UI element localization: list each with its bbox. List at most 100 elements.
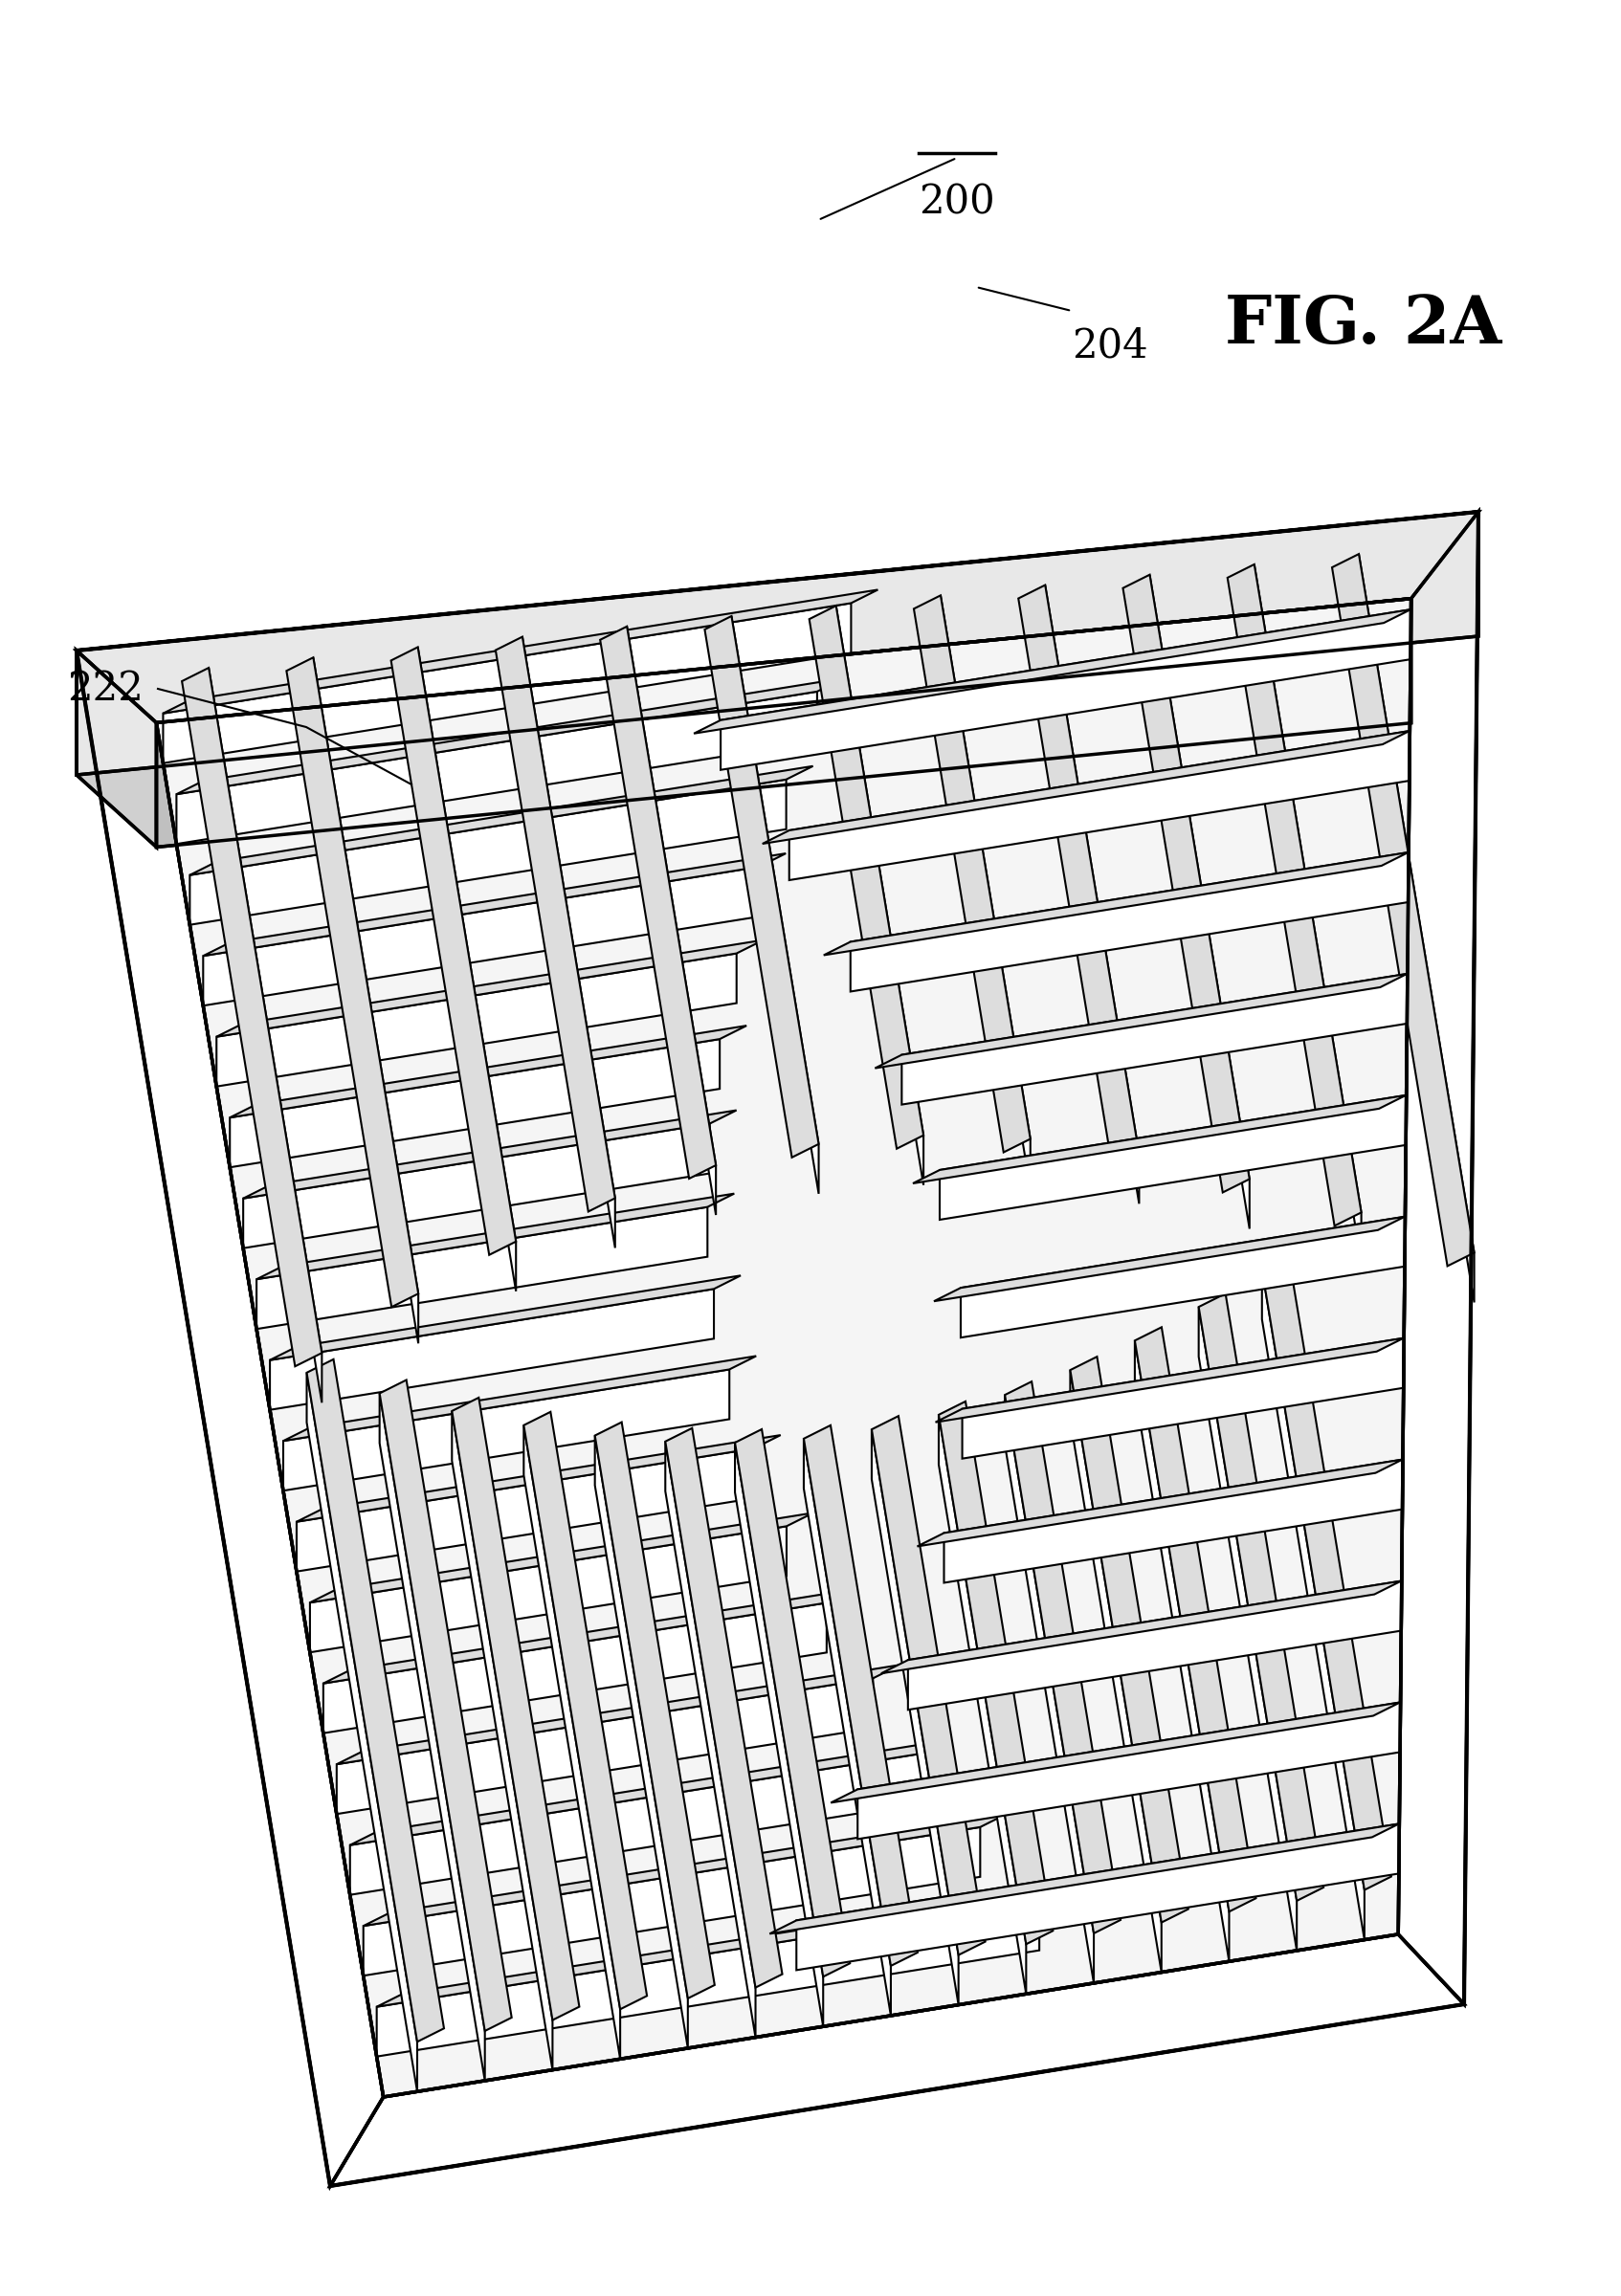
Text: 204: 204 [1071,326,1148,365]
Text: 200: 200 [919,181,995,223]
Polygon shape [823,852,1409,955]
Polygon shape [943,1460,1402,1582]
Polygon shape [379,1394,485,2080]
Polygon shape [76,650,157,847]
Polygon shape [665,1442,755,2037]
Polygon shape [913,1095,1405,1182]
Polygon shape [804,1440,892,2016]
Polygon shape [164,590,879,714]
Polygon shape [323,1603,827,1733]
Polygon shape [182,668,323,1366]
Polygon shape [230,1026,747,1118]
Polygon shape [323,1589,853,1683]
Text: FIG. 2A: FIG. 2A [1225,294,1501,358]
Polygon shape [595,1421,715,1998]
Polygon shape [917,1460,1402,1548]
Polygon shape [939,1414,1026,1993]
Polygon shape [789,730,1409,879]
Polygon shape [1358,553,1473,1302]
Polygon shape [243,1111,736,1199]
Polygon shape [337,1678,874,1814]
Polygon shape [452,1412,553,2071]
Polygon shape [851,852,1409,992]
Polygon shape [875,974,1407,1068]
Polygon shape [939,1401,1054,1945]
Polygon shape [297,1435,781,1522]
Polygon shape [1149,574,1250,1228]
Polygon shape [350,1754,924,1894]
Polygon shape [190,778,786,925]
Polygon shape [230,1040,720,1166]
Polygon shape [1227,565,1362,1226]
Polygon shape [595,1435,687,2048]
Polygon shape [306,1373,417,2092]
Polygon shape [310,1513,814,1603]
Polygon shape [256,1208,707,1329]
Polygon shape [203,854,786,955]
Polygon shape [665,1428,783,1988]
Polygon shape [297,1449,754,1570]
Polygon shape [157,599,1412,2096]
Polygon shape [600,627,716,1178]
Polygon shape [496,636,614,1212]
Polygon shape [694,608,1410,732]
Polygon shape [809,606,924,1148]
Polygon shape [1070,1371,1162,1972]
Polygon shape [1263,1270,1365,1940]
Polygon shape [331,1933,1464,2186]
Polygon shape [337,1665,900,1763]
Polygon shape [379,1380,512,2032]
Polygon shape [1005,1396,1094,1984]
Polygon shape [284,1357,755,1442]
Polygon shape [310,1527,786,1653]
Polygon shape [524,1426,621,2060]
Polygon shape [1198,1293,1324,1901]
Polygon shape [1005,1382,1120,1933]
Polygon shape [804,1426,917,1965]
Polygon shape [391,647,515,1256]
Polygon shape [940,1095,1405,1219]
Polygon shape [418,647,515,1290]
Polygon shape [963,1339,1404,1458]
Polygon shape [203,868,759,1006]
Polygon shape [832,1701,1401,1802]
Polygon shape [287,657,418,1306]
Polygon shape [76,512,1478,723]
Polygon shape [934,1217,1405,1302]
Polygon shape [243,1123,710,1249]
Polygon shape [1399,512,1478,2004]
Polygon shape [217,953,736,1086]
Polygon shape [627,627,716,1215]
Polygon shape [770,1823,1399,1933]
Polygon shape [1198,1306,1297,1952]
Polygon shape [705,615,819,1157]
Polygon shape [350,1740,952,1846]
Polygon shape [1332,553,1473,1265]
Polygon shape [524,1412,647,2009]
Polygon shape [1046,585,1140,1203]
Polygon shape [1123,574,1250,1192]
Polygon shape [209,668,323,1403]
Polygon shape [284,1368,729,1490]
Polygon shape [1135,1341,1229,1961]
Polygon shape [914,595,1031,1153]
Polygon shape [734,1428,849,1977]
Polygon shape [1255,565,1362,1263]
Polygon shape [177,677,845,794]
Polygon shape [836,606,924,1185]
Polygon shape [376,1901,1039,2057]
Polygon shape [935,1339,1404,1421]
Polygon shape [157,599,1412,847]
Polygon shape [908,1582,1401,1711]
Polygon shape [940,595,1031,1189]
Polygon shape [190,767,814,875]
Polygon shape [796,1823,1399,1970]
Polygon shape [1135,1327,1256,1913]
Polygon shape [452,1398,579,2020]
Polygon shape [522,636,614,1249]
Polygon shape [1070,1357,1188,1922]
Polygon shape [313,657,418,1343]
Polygon shape [858,1701,1401,1839]
Text: 222: 222 [66,668,143,709]
Polygon shape [256,1194,734,1279]
